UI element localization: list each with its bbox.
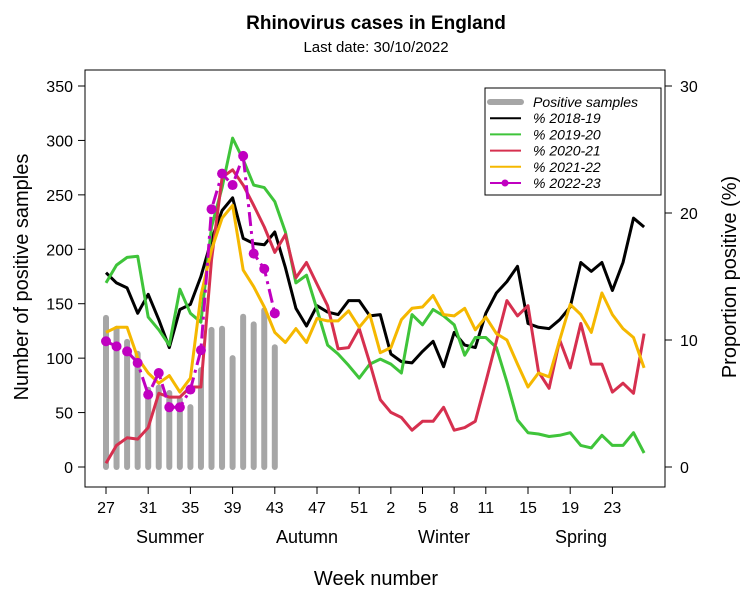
- season-label-summer: Summer: [136, 527, 204, 547]
- x-tick-label: 23: [604, 500, 622, 517]
- right-tick-label: 0: [680, 460, 689, 477]
- right-tick-label: 20: [680, 206, 698, 223]
- series-point-202223: [248, 248, 259, 259]
- series-line-201819: [104, 196, 646, 369]
- x-tick-label: 43: [266, 500, 284, 517]
- chart-subtitle: Last date: 30/10/2022: [303, 39, 448, 56]
- series-point-202223: [111, 341, 122, 352]
- x-axis-label: Week number: [314, 568, 438, 590]
- legend-label: % 2020-21: [533, 143, 601, 159]
- left-tick-label: 300: [46, 133, 73, 150]
- x-tick-label: 35: [182, 500, 200, 517]
- left-tick-label: 0: [64, 460, 73, 477]
- x-tick-label: 15: [519, 500, 537, 517]
- series-point-202223: [227, 180, 238, 191]
- series-point-202223: [206, 204, 217, 215]
- left-tick-label: 350: [46, 79, 73, 96]
- x-tick-label: 51: [350, 500, 368, 517]
- x-tick-label: 27: [97, 500, 115, 517]
- left-tick-label: 200: [46, 242, 73, 259]
- x-tick-label: 11: [477, 500, 494, 517]
- left-tick-label: 150: [46, 297, 73, 314]
- series-point-202223: [143, 389, 154, 400]
- legend-label: % 2022-23: [533, 175, 601, 191]
- legend-label: % 2018-19: [533, 110, 601, 126]
- season-label-spring: Spring: [555, 527, 607, 547]
- chart-title: Rhinovirus cases in England: [246, 13, 506, 34]
- plot-frame: [84, 69, 666, 488]
- x-tick-label: 5: [418, 500, 427, 517]
- left-axis: 0 50 100 150 200 250 300 350: [46, 79, 85, 477]
- x-tick-label: 31: [139, 500, 157, 517]
- season-label-autumn: Autumn: [276, 527, 338, 547]
- left-y-axis-label: Number of positive samples: [11, 154, 33, 401]
- right-tick-label: 30: [680, 79, 698, 96]
- legend-label: % 2021-22: [533, 159, 601, 175]
- series-point-202223: [122, 346, 133, 357]
- series-point-202223: [238, 150, 249, 161]
- right-tick-label: 10: [680, 333, 698, 350]
- lines-group: [101, 136, 646, 464]
- season-labels: Summer Autumn Winter Spring: [136, 527, 607, 547]
- x-tick-label: 2: [386, 500, 395, 517]
- series-point-202223: [132, 357, 143, 368]
- season-label-winter: Winter: [418, 527, 470, 547]
- legend-label: % 2019-20: [533, 126, 601, 142]
- series-point-202223: [195, 345, 206, 356]
- left-tick-label: 50: [55, 406, 73, 423]
- left-tick-label: 100: [46, 351, 73, 368]
- series-point-202223: [174, 402, 185, 413]
- legend-label: Positive samples: [533, 94, 638, 110]
- x-axis: 27 31 35 39 43 47 51 2 5 8 11 15 19 23: [97, 487, 621, 517]
- right-y-axis-label: Proportion positive (%): [719, 176, 741, 378]
- series-point-202223: [185, 384, 196, 395]
- series-point-202223: [101, 336, 111, 347]
- legend-swatch-point: [501, 179, 509, 187]
- x-tick-label: 19: [561, 500, 579, 517]
- series-line-202021: [104, 168, 646, 464]
- x-tick-label: 47: [308, 500, 326, 517]
- x-tick-label: 8: [450, 500, 459, 517]
- series-point-202223: [259, 263, 270, 274]
- legend-box: [484, 87, 662, 196]
- x-tick-label: 39: [224, 500, 242, 517]
- series-line-202122: [105, 203, 646, 394]
- series-point-202223: [217, 168, 228, 179]
- legend: Positive samples% 2018-19% 2019-20% 2020…: [484, 87, 662, 196]
- series-point-202223: [269, 308, 280, 319]
- left-tick-label: 250: [46, 188, 73, 205]
- right-axis: 0 10 20 30: [665, 79, 698, 477]
- series-line-201920: [104, 136, 646, 454]
- series-point-202223: [164, 402, 175, 413]
- series-point-202223: [153, 368, 164, 379]
